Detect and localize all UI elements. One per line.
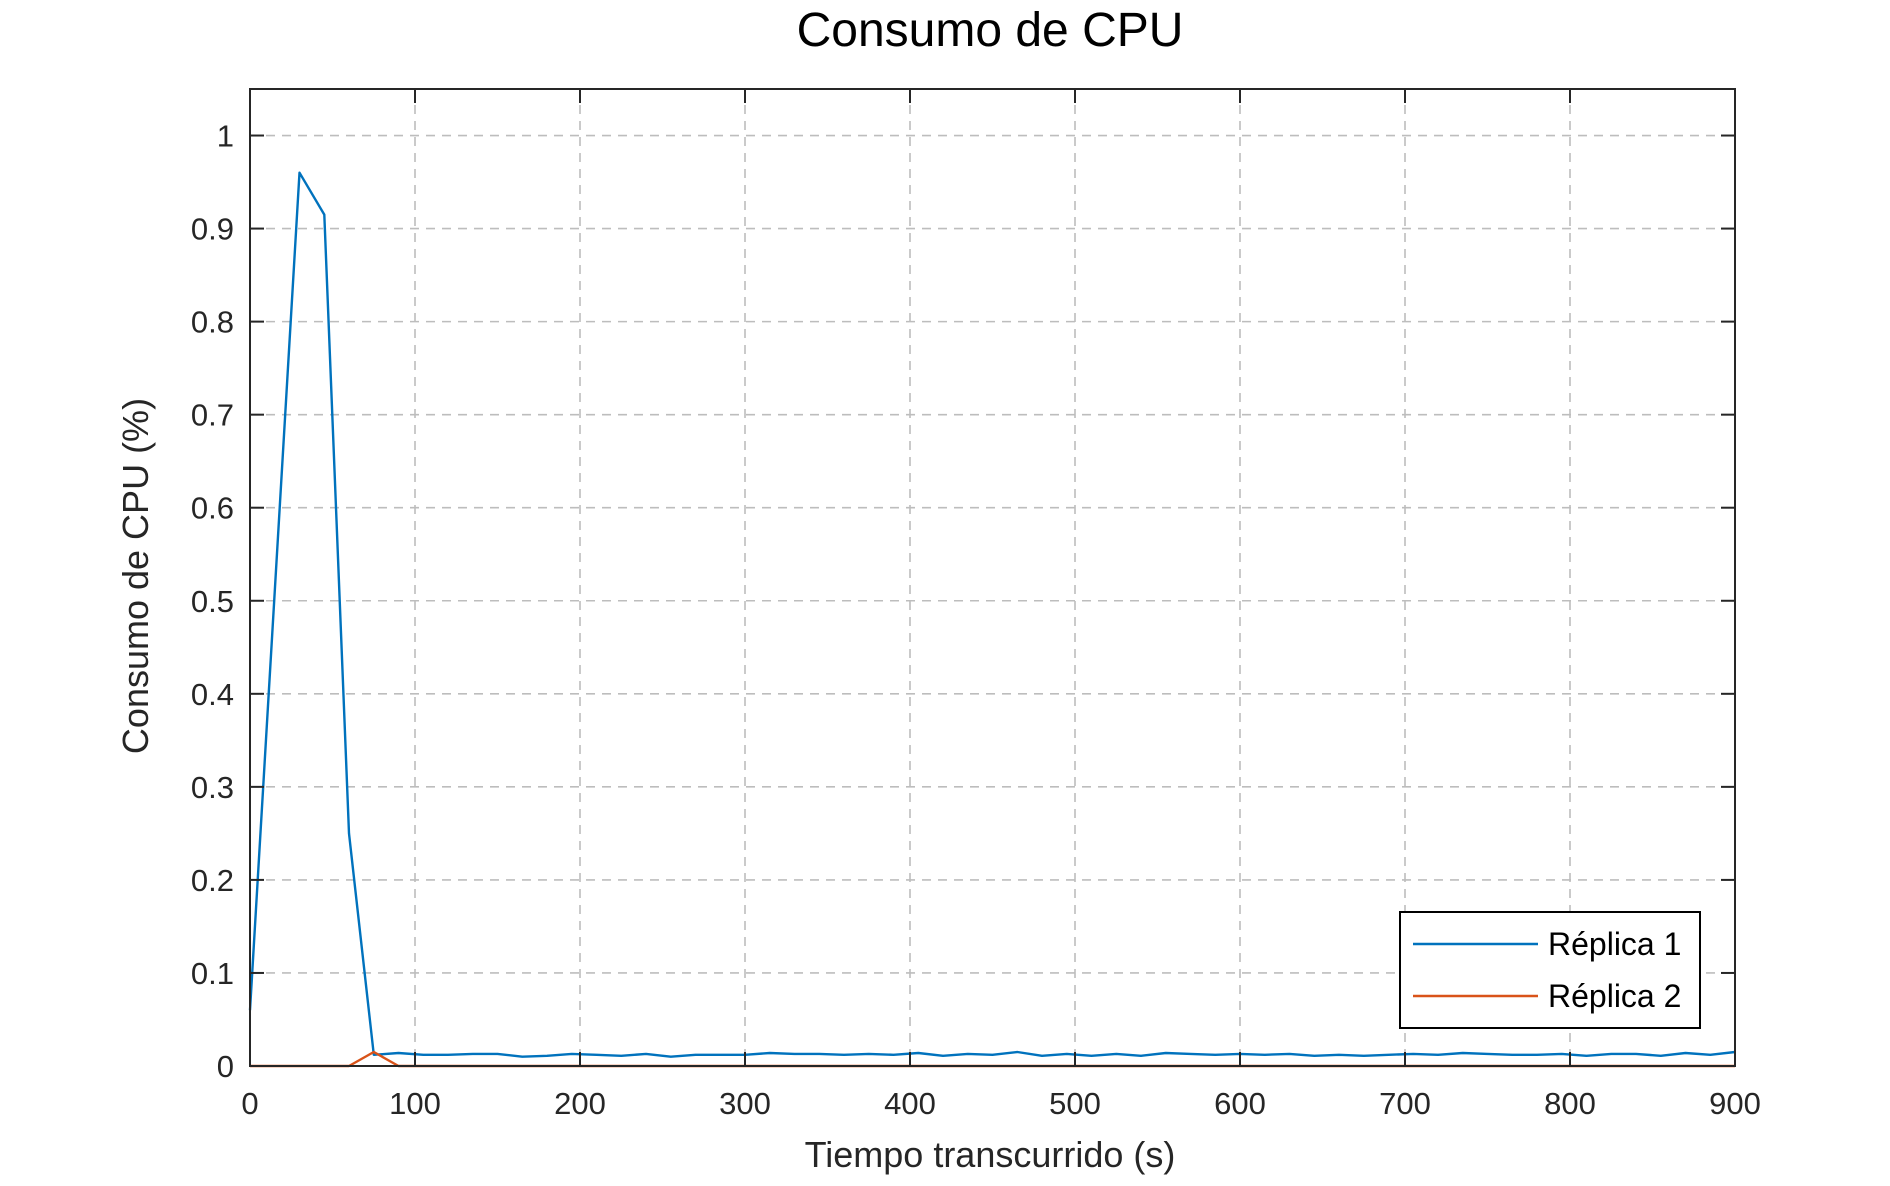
y-tick-label: 0.2	[191, 863, 234, 898]
legend-box	[1399, 911, 1701, 1029]
y-tick-label: 0	[217, 1049, 234, 1084]
chart-title: Consumo de CPU	[797, 4, 1184, 57]
plot-area-frame	[249, 88, 1736, 1067]
axes	[249, 88, 1736, 1067]
y-tick-label: 0.7	[191, 398, 234, 433]
x-tick-label: 0	[241, 1086, 258, 1121]
x-tick-label: 500	[1049, 1086, 1101, 1121]
y-tick-label: 0.3	[191, 770, 234, 805]
y-tick-label: 1	[217, 119, 234, 154]
legend-label-replica-1: Réplica 1	[1548, 926, 1681, 962]
x-tick-label: 400	[884, 1086, 936, 1121]
grid	[250, 89, 1735, 1066]
x-tick-label: 800	[1544, 1086, 1596, 1121]
y-tick-label: 0.4	[191, 677, 234, 712]
y-axis-label: Consumo de CPU (%)	[115, 398, 156, 754]
series-line-1	[248, 171, 1736, 1058]
y-tick-labels: 0 0.1 0.2 0.3 0.4 0.5 0.6 0.7 0.8 0.9 1	[191, 119, 234, 1084]
y-tick-label: 0.9	[191, 212, 234, 247]
x-tick-label: 600	[1214, 1086, 1266, 1121]
x-tick-labels: 0 100 200 300 400 500 600 700 800 900	[241, 1086, 1760, 1121]
y-tick-label: 0.5	[191, 584, 234, 619]
y-tick-label: 0.6	[191, 491, 234, 526]
legend: Réplica 1 Réplica 2	[1399, 911, 1701, 1029]
x-axis-label: Tiempo transcurrido (s)	[805, 1134, 1176, 1175]
legend-label-replica-2: Réplica 2	[1548, 978, 1681, 1014]
y-tick-label: 0.8	[191, 305, 234, 340]
x-tick-label: 100	[389, 1086, 441, 1121]
y-tick-label: 0.1	[191, 956, 234, 991]
x-tick-label: 200	[554, 1086, 606, 1121]
x-tick-label: 700	[1379, 1086, 1431, 1121]
x-tick-label: 900	[1709, 1086, 1761, 1121]
x-tick-label: 300	[719, 1086, 771, 1121]
